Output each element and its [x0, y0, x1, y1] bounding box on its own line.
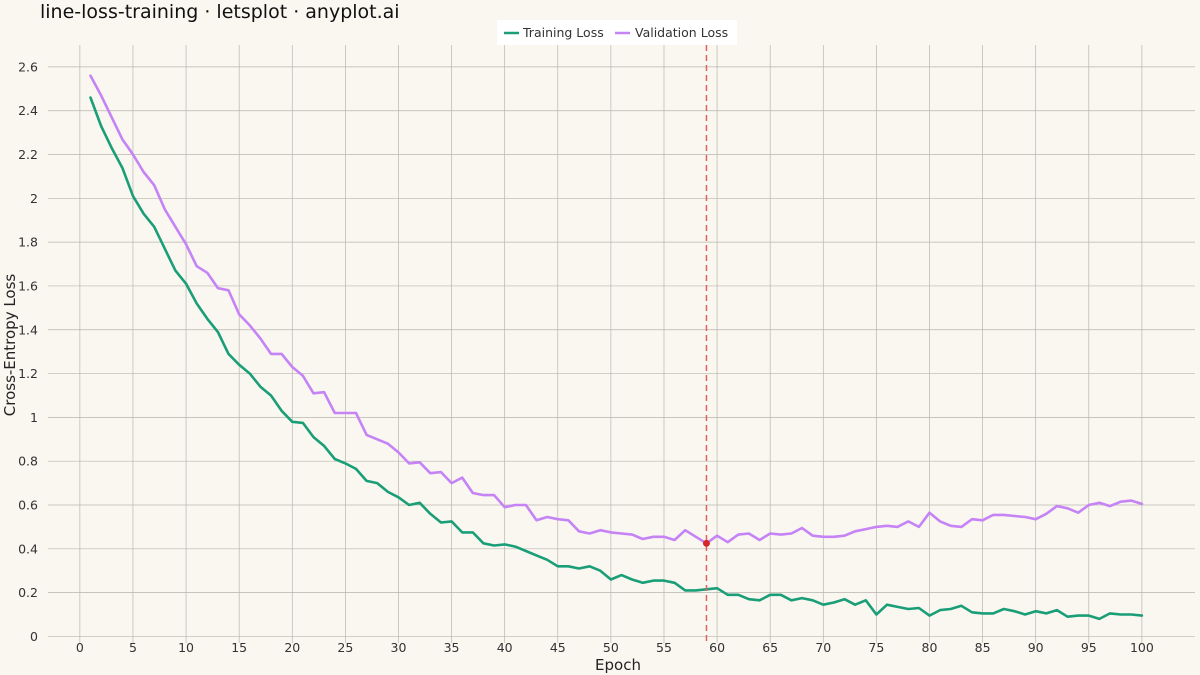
y-tick-label: 2.2 [18, 147, 38, 162]
x-tick-label: 15 [231, 640, 247, 655]
x-tick-label: 80 [922, 640, 938, 655]
chart-title: line-loss-training · letsplot · anyplot.… [40, 1, 400, 23]
training-loss-line [89, 96, 1144, 621]
y-tick-label: 0.2 [18, 585, 38, 600]
y-tick-label: 0 [30, 629, 38, 644]
x-tick-label: 10 [178, 640, 194, 655]
x-tick-label: 90 [1028, 640, 1044, 655]
y-tick-labels: 0 0.2 0.4 0.6 0.8 1 1.2 1.4 1.6 1.8 2 2.2 2.4 2.6 [18, 59, 38, 644]
x-tick-label: 100 [1130, 640, 1154, 655]
y-tick-label: 2.4 [18, 103, 38, 118]
x-tick-label: 5 [129, 640, 137, 655]
x-tick-label: 30 [391, 640, 407, 655]
y-tick-label: 1.2 [18, 366, 38, 381]
x-tick-label: 85 [975, 640, 991, 655]
x-tick-label: 45 [550, 640, 566, 655]
x-tick-label: 40 [497, 640, 513, 655]
x-axis-title: Epoch [595, 656, 641, 674]
x-tick-label: 75 [868, 640, 884, 655]
x-tick-label: 35 [444, 640, 460, 655]
x-tick-label: 65 [762, 640, 778, 655]
x-tick-labels: 0 5 10 15 20 25 30 35 40 45 50 55 60 65 70 75 80 85 90 95 10… [76, 640, 1154, 655]
annotations [702, 45, 710, 643]
validation-loss-line [89, 74, 1144, 545]
x-tick-label: 0 [76, 640, 84, 655]
y-tick-label: 1.8 [18, 235, 38, 250]
y-tick-label: 1.6 [18, 278, 38, 293]
x-tick-label: 50 [603, 640, 619, 655]
x-tick-label: 20 [284, 640, 300, 655]
legend-label-training: Training Loss [522, 25, 604, 40]
x-tick-label: 60 [709, 640, 725, 655]
y-tick-label: 0.8 [18, 454, 38, 469]
y-tick-label: 0.4 [18, 541, 38, 556]
series-lines [89, 74, 1144, 621]
y-tick-label: 0.6 [18, 498, 38, 513]
y-tick-label: 2 [30, 191, 38, 206]
gridlines [48, 45, 1195, 643]
x-tick-label: 55 [656, 640, 672, 655]
legend-label-validation: Validation Loss [635, 25, 728, 40]
best-epoch-point [702, 539, 710, 547]
x-tick-label: 95 [1081, 640, 1097, 655]
y-axis-title: Cross-Entropy Loss [1, 274, 19, 417]
x-tick-label: 70 [815, 640, 831, 655]
y-tick-label: 1 [30, 410, 38, 425]
y-tick-label: 2.6 [18, 59, 38, 74]
x-tick-label: 25 [337, 640, 353, 655]
legend: Training Loss Validation Loss [497, 20, 737, 45]
y-tick-label: 1.4 [18, 322, 38, 337]
